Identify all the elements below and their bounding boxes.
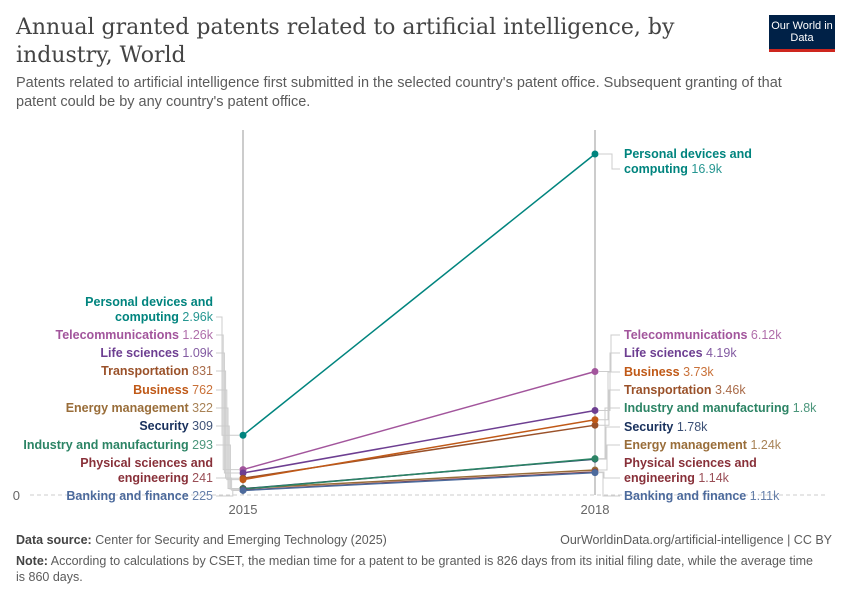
series-name: computing xyxy=(115,310,179,324)
slope-chart: 020152018Personal devices andcomputing 2… xyxy=(0,0,850,600)
series-label-l: computing 2.96k xyxy=(115,310,214,324)
series-value: 241 xyxy=(189,471,213,485)
data-point xyxy=(592,151,599,158)
series-label-l: Security 309 xyxy=(139,419,213,433)
series-value: 3.46k xyxy=(712,383,747,397)
series-name: Physical sciences and xyxy=(624,456,757,470)
data-point xyxy=(592,416,599,423)
series-name: Telecommunications xyxy=(624,328,747,342)
series-line xyxy=(243,420,595,480)
series-name: Life sciences xyxy=(624,346,703,360)
series-value: 6.12k xyxy=(747,328,782,342)
series-value: 309 xyxy=(189,419,213,433)
series-value: 1.09k xyxy=(179,346,214,360)
series-value: 16.9k xyxy=(688,162,723,176)
note-text: According to calculations by CSET, the m… xyxy=(16,554,813,584)
series-name: engineering xyxy=(118,471,189,485)
data-point xyxy=(240,476,247,483)
series-value: 1.78k xyxy=(673,420,708,434)
chart-root: Annual granted patents related to artifi… xyxy=(0,0,850,600)
label-connector xyxy=(599,473,620,496)
series-line xyxy=(243,470,595,489)
series-value: 3.73k xyxy=(680,365,715,379)
series-label-l: Banking and finance 225 xyxy=(66,489,213,503)
series-line xyxy=(243,473,595,491)
series-label-r: computing 16.9k xyxy=(624,162,723,176)
series-label-r: Banking and finance 1.11k xyxy=(624,489,780,503)
source-label: Data source: xyxy=(16,533,92,547)
series-name: Personal devices and xyxy=(85,295,213,309)
series-name: computing xyxy=(624,162,688,176)
data-point xyxy=(592,368,599,375)
series-name: Industry and manufacturing xyxy=(624,401,789,415)
series-label-r: engineering 1.14k xyxy=(624,471,730,485)
series-label-l: Personal devices and xyxy=(85,295,213,309)
series-value: 1.24k xyxy=(747,438,782,452)
data-point xyxy=(592,455,599,462)
series-value: 1.14k xyxy=(695,471,730,485)
series-value: 1.8k xyxy=(789,401,817,415)
data-point xyxy=(240,487,247,494)
series-value: 1.26k xyxy=(179,328,214,342)
series-label-r: Business 3.73k xyxy=(624,365,714,379)
series-label-r: Transportation 3.46k xyxy=(624,383,746,397)
series-value: 225 xyxy=(189,489,213,503)
series-label-r: Industry and manufacturing 1.8k xyxy=(624,401,817,415)
label-connector xyxy=(216,408,239,489)
series-value: 1.11k xyxy=(746,489,780,503)
series-label-l: Telecommunications 1.26k xyxy=(56,328,214,342)
series-label-r: Security 1.78k xyxy=(624,420,708,434)
x-tick-label: 2018 xyxy=(581,502,610,517)
note: Note: According to calculations by CSET,… xyxy=(16,553,816,585)
series-name: Industry and manufacturing xyxy=(23,438,188,452)
series-name: Business xyxy=(133,383,189,397)
series-label-l: Physical sciences and xyxy=(80,456,213,470)
series-label-l: Life sciences 1.09k xyxy=(100,346,213,360)
series-name: Telecommunications xyxy=(56,328,179,342)
series-name: Transportation xyxy=(624,383,712,397)
series-label-r: Energy management 1.24k xyxy=(624,438,782,452)
series-name: engineering xyxy=(624,471,695,485)
series-label-l: Transportation 831 xyxy=(101,364,213,378)
series-name: Physical sciences and xyxy=(80,456,213,470)
source-url[interactable]: OurWorldinData.org/artificial-intelligen… xyxy=(560,533,832,547)
series-value: 293 xyxy=(189,438,213,452)
data-source: Data source: Center for Security and Eme… xyxy=(16,533,387,547)
y-tick-label: 0 xyxy=(13,488,20,503)
series-value: 831 xyxy=(189,364,213,378)
series-name: Banking and finance xyxy=(624,489,746,503)
label-connector xyxy=(599,154,620,169)
series-name: Business xyxy=(624,365,680,379)
series-value: 322 xyxy=(189,401,213,415)
series-label-r: Personal devices and xyxy=(624,147,752,161)
series-line xyxy=(243,154,595,435)
source-text: Center for Security and Emerging Technol… xyxy=(95,533,387,547)
series-label-r: Physical sciences and xyxy=(624,456,757,470)
series-name: Personal devices and xyxy=(624,147,752,161)
data-point xyxy=(592,407,599,414)
series-label-r: Telecommunications 6.12k xyxy=(624,328,782,342)
series-label-l: engineering 241 xyxy=(118,471,213,485)
label-connector xyxy=(599,445,620,470)
series-label-r: Life sciences 4.19k xyxy=(624,346,737,360)
series-name: Security xyxy=(624,420,673,434)
series-name: Life sciences xyxy=(100,346,179,360)
series-label-l: Industry and manufacturing 293 xyxy=(23,438,213,452)
x-tick-label: 2015 xyxy=(229,502,258,517)
series-label-l: Energy management 322 xyxy=(66,401,213,415)
series-value: 4.19k xyxy=(703,346,738,360)
series-name: Banking and finance xyxy=(66,489,188,503)
series-name: Transportation xyxy=(101,364,189,378)
label-connector xyxy=(599,427,620,459)
series-name: Energy management xyxy=(66,401,190,415)
note-label: Note: xyxy=(16,554,48,568)
series-value: 762 xyxy=(189,383,213,397)
series-value: 2.96k xyxy=(179,310,214,324)
series-label-l: Business 762 xyxy=(133,383,213,397)
data-point xyxy=(592,469,599,476)
data-point xyxy=(240,432,247,439)
series-name: Energy management xyxy=(624,438,748,452)
series-name: Security xyxy=(139,419,188,433)
